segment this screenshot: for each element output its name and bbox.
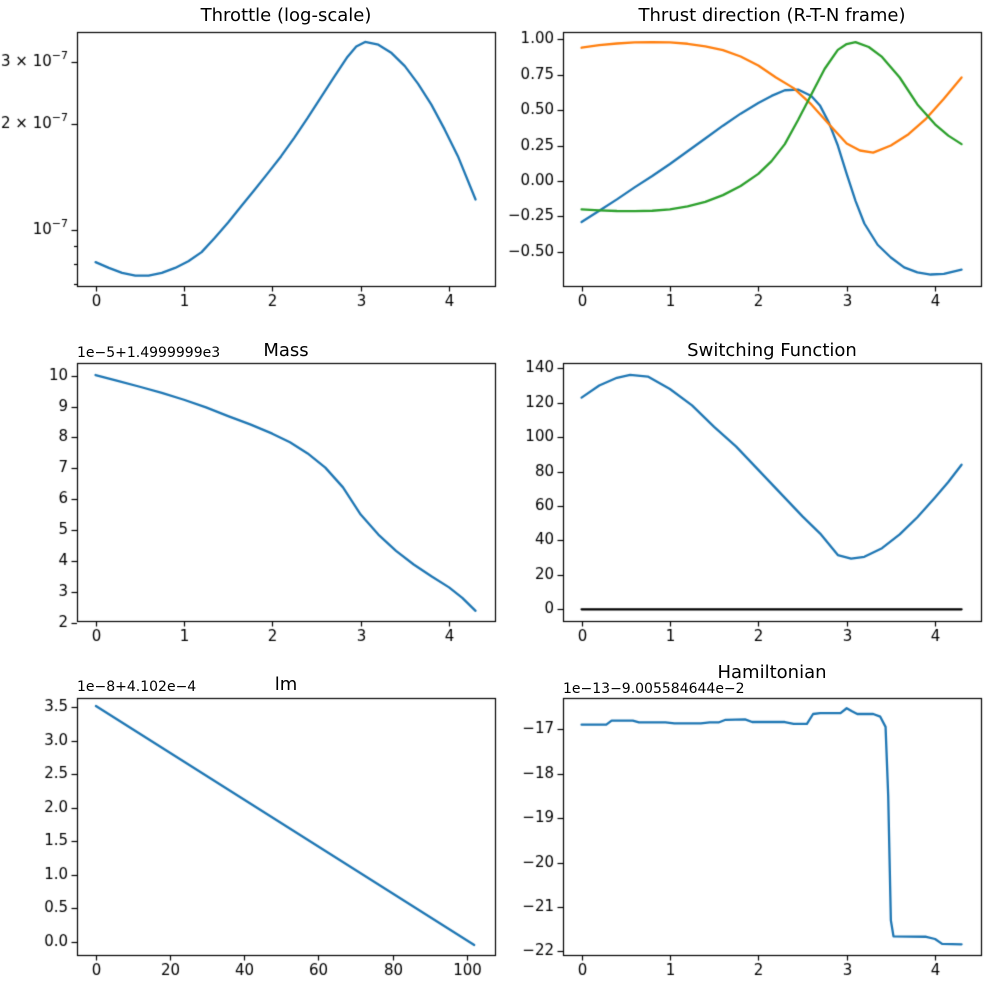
title-lm: lm bbox=[274, 674, 298, 695]
title-hamiltonian: Hamiltonian bbox=[717, 662, 827, 683]
title-throttle: Throttle (log-scale) bbox=[200, 5, 372, 26]
title-mass: Mass bbox=[263, 340, 309, 361]
title-switching-function: Switching Function bbox=[687, 340, 857, 361]
title-thrust-direction: Thrust direction (R-T-N frame) bbox=[638, 5, 906, 26]
offset-text-lm: 1e−8+4.102e−4 bbox=[77, 679, 197, 695]
offset-text-mass: 1e−5+1.4999999e3 bbox=[77, 345, 221, 361]
offset-text-hamiltonian: 1e−13−9.005584644e−2 bbox=[563, 681, 745, 697]
